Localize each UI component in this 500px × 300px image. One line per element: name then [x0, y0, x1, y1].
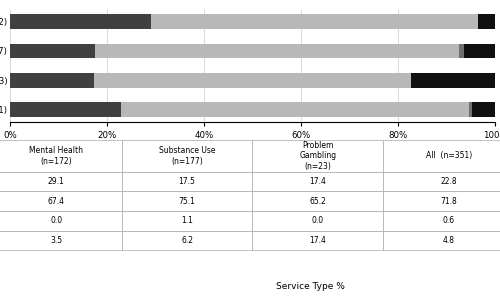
- Bar: [459, 44, 464, 58]
- Bar: [469, 103, 472, 117]
- Text: Service Type %: Service Type %: [276, 281, 345, 290]
- Bar: [478, 14, 495, 29]
- Bar: [410, 73, 495, 88]
- Bar: [10, 14, 151, 29]
- Bar: [10, 73, 94, 88]
- Bar: [95, 44, 459, 58]
- Bar: [464, 44, 494, 58]
- Bar: [472, 103, 495, 117]
- Bar: [10, 44, 95, 58]
- Bar: [120, 103, 469, 117]
- Bar: [151, 14, 478, 29]
- Bar: [94, 73, 410, 88]
- Bar: [10, 103, 120, 117]
